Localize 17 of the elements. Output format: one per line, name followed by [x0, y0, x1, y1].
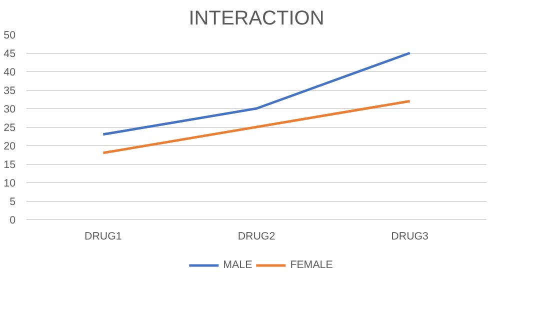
y-tick-label: 0: [10, 214, 16, 226]
legend-label: MALE: [223, 259, 252, 271]
y-tick-label: 20: [4, 140, 16, 152]
y-tick-label: 5: [10, 196, 16, 208]
x-tick-label: DRUG3: [391, 230, 429, 242]
chart-title: INTERACTION: [188, 8, 324, 30]
x-tick-label: DRUG1: [84, 230, 122, 242]
x-tick-label: DRUG2: [238, 230, 276, 242]
y-tick-label: 10: [4, 178, 16, 190]
y-tick-label: 40: [4, 66, 16, 78]
legend-label: FEMALE: [290, 259, 333, 271]
y-tick-label: 15: [4, 159, 16, 171]
y-tick-label: 45: [4, 48, 16, 60]
y-tick-label: 25: [4, 122, 16, 134]
y-tick-label: 35: [4, 85, 16, 97]
y-tick-label: 50: [4, 30, 16, 42]
y-tick-label: 30: [4, 104, 16, 116]
